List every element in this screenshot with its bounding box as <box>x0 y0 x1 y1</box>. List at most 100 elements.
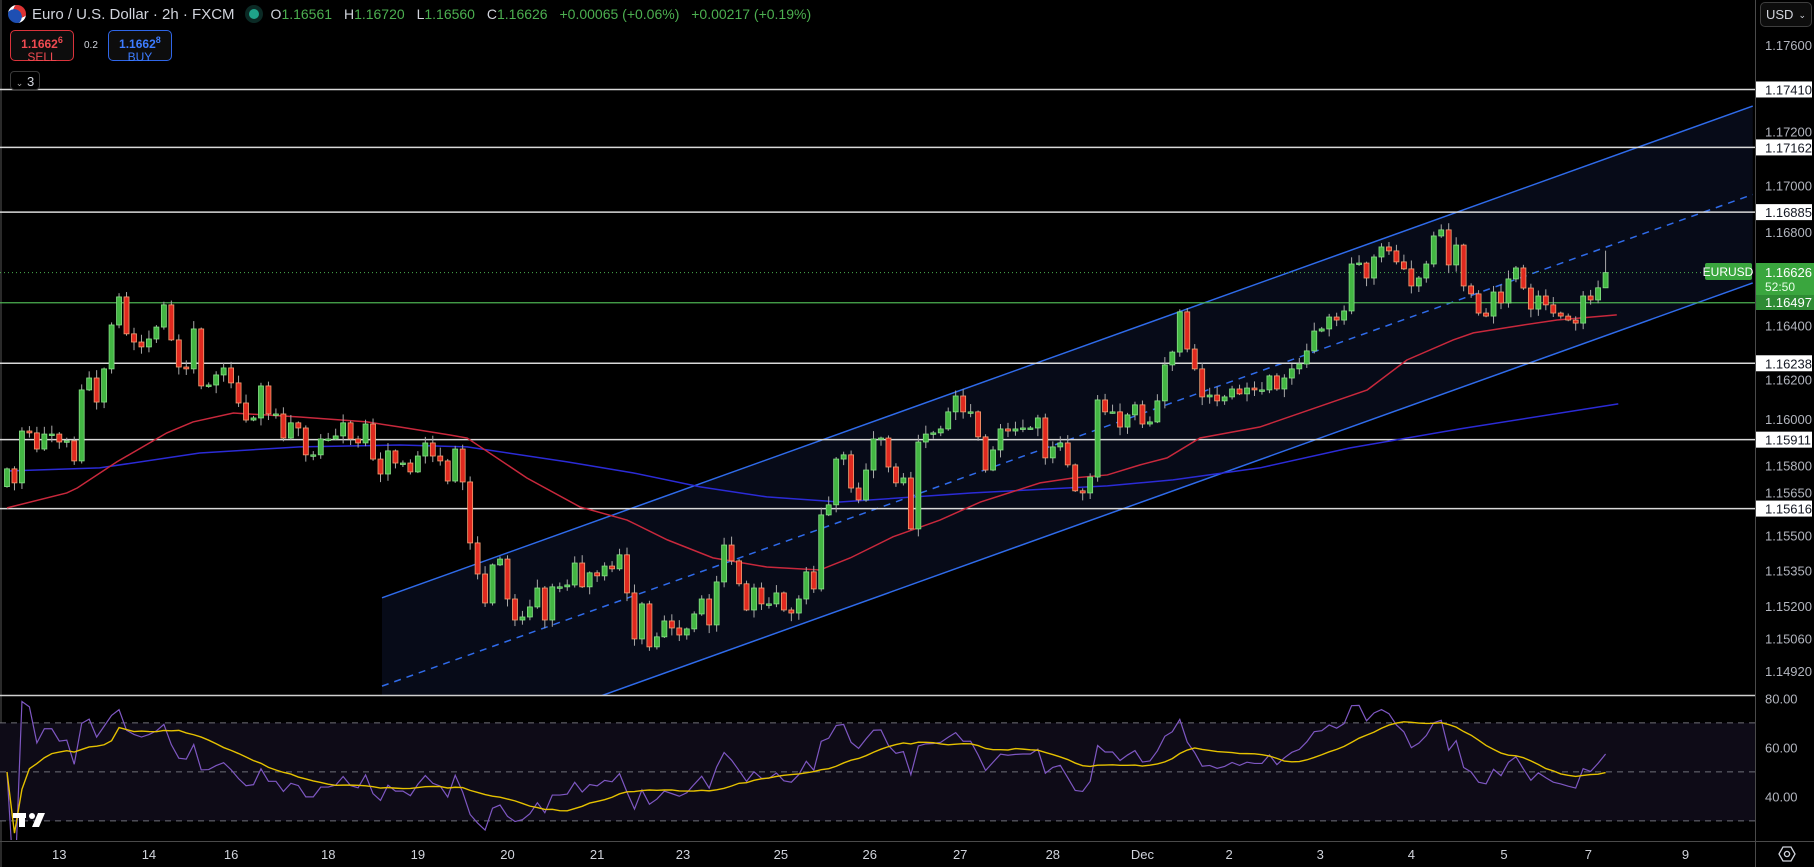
candle-up <box>1087 473 1094 499</box>
candle-body <box>497 558 503 566</box>
price-tick-label: 1.16200 <box>1765 372 1812 387</box>
candle-body <box>534 587 541 608</box>
candle-down <box>609 561 615 573</box>
tradingview-logo-icon[interactable] <box>13 813 45 827</box>
candle-body <box>1438 229 1445 237</box>
candle-body <box>766 603 772 606</box>
candle-down <box>1587 289 1594 305</box>
candle-body <box>1094 399 1101 478</box>
candle-body <box>1161 364 1168 402</box>
price-pane[interactable] <box>0 88 1755 774</box>
candle-down <box>848 450 855 493</box>
candle-body <box>549 586 556 621</box>
candle-body <box>990 449 996 471</box>
candle-up <box>937 425 944 437</box>
candle-body <box>1587 295 1594 301</box>
candle-down <box>1274 373 1280 391</box>
change-value: +0.00065 (+0.06%) <box>559 6 680 22</box>
price-axis[interactable]: 1.17600 1.17200 1.17000 1.16800 1.16400 1.162… <box>1756 38 1812 679</box>
candle-body <box>795 598 802 614</box>
candle-body <box>377 458 384 475</box>
candle-up <box>452 445 459 483</box>
candle-up <box>190 321 197 374</box>
candle-down <box>71 436 78 465</box>
settings-icon[interactable] <box>1778 846 1796 862</box>
candle-body <box>175 339 182 368</box>
currency-select[interactable]: USD ⌄ <box>1760 2 1812 27</box>
candle-body <box>340 422 347 437</box>
candle-down <box>1498 284 1504 310</box>
candle-up <box>273 408 279 419</box>
candle-down <box>26 426 33 438</box>
candle-body <box>512 598 518 621</box>
candle-up <box>1094 395 1101 482</box>
indicators-toggle-button[interactable]: ⌄ 3 <box>10 71 40 90</box>
candle-body <box>1139 404 1146 425</box>
candle-up <box>220 363 227 382</box>
time-tick-label: 23 <box>676 847 690 862</box>
candle-body <box>1498 291 1504 304</box>
candle-up <box>497 556 503 567</box>
candle-up <box>146 330 152 353</box>
candle-body <box>1348 263 1355 312</box>
candle-body <box>101 368 108 403</box>
time-tick-label: 2 <box>1225 847 1232 862</box>
candle-up <box>1266 374 1273 394</box>
candle-body <box>1565 315 1572 321</box>
candle-down <box>1064 435 1071 468</box>
candle-down <box>1542 289 1549 311</box>
level-price-label: 1.17410 <box>1765 82 1812 97</box>
candle-body <box>198 328 205 387</box>
candle-body <box>818 514 825 590</box>
candle-body <box>444 460 451 482</box>
candle-up <box>1318 326 1325 333</box>
candle-down <box>624 547 630 602</box>
price-tick-label: 1.17000 <box>1765 178 1812 193</box>
candle-body <box>893 466 899 484</box>
candle-body <box>205 384 212 387</box>
buy-button[interactable]: 1.16628 BUY <box>107 30 172 64</box>
candle-body <box>1057 442 1064 448</box>
candle-up <box>1430 231 1437 268</box>
candle-down <box>907 471 914 531</box>
candle-body <box>1109 411 1116 414</box>
candle-body <box>788 609 795 614</box>
candle-body <box>250 417 257 421</box>
rsi-tick-label: 60.00 <box>1765 740 1798 755</box>
candle-up <box>1580 291 1587 330</box>
chevron-down-icon: ⌄ <box>15 78 24 88</box>
candle-up <box>400 460 406 467</box>
candle-body <box>220 367 227 376</box>
candle-body <box>1535 295 1542 310</box>
market-status-icon[interactable] <box>248 9 259 19</box>
candle-down <box>392 449 399 469</box>
candle-down <box>1102 393 1108 416</box>
candle-body <box>1333 316 1340 321</box>
candle-down <box>646 600 653 651</box>
time-tick-label: 28 <box>1046 847 1060 862</box>
time-axis[interactable]: 13 14 16 18 19 20 21 23 25 26 27 28 Dec 2 3 4 5 7 9 <box>52 847 1689 862</box>
candle-down <box>1333 312 1340 327</box>
candle-up <box>900 473 907 486</box>
high-label: H <box>343 6 355 22</box>
candle-down <box>893 463 899 487</box>
price-tick-label: 1.17600 <box>1765 38 1812 53</box>
symbol-title[interactable]: Euro / U.S. Dollar · 2h · FXCM <box>32 5 235 23</box>
candle-body <box>1363 262 1370 279</box>
candle-down <box>706 594 713 634</box>
candle-body <box>1303 350 1310 365</box>
candle-down <box>265 381 272 421</box>
rsi-pane[interactable] <box>0 700 1755 867</box>
candle-up <box>340 414 347 444</box>
candle-up <box>1415 276 1422 293</box>
level-price-label: 1.17162 <box>1765 140 1812 155</box>
sell-button[interactable]: 1.16626 SELL <box>10 30 74 64</box>
candle-up <box>1602 250 1609 289</box>
candle-body <box>855 487 862 501</box>
rsi-axis[interactable]: 80.00 60.00 40.00 <box>1765 691 1798 804</box>
candle-up <box>1259 382 1265 395</box>
candle-body <box>997 428 1004 451</box>
candle-down <box>1251 381 1258 396</box>
candle-up <box>78 384 85 464</box>
